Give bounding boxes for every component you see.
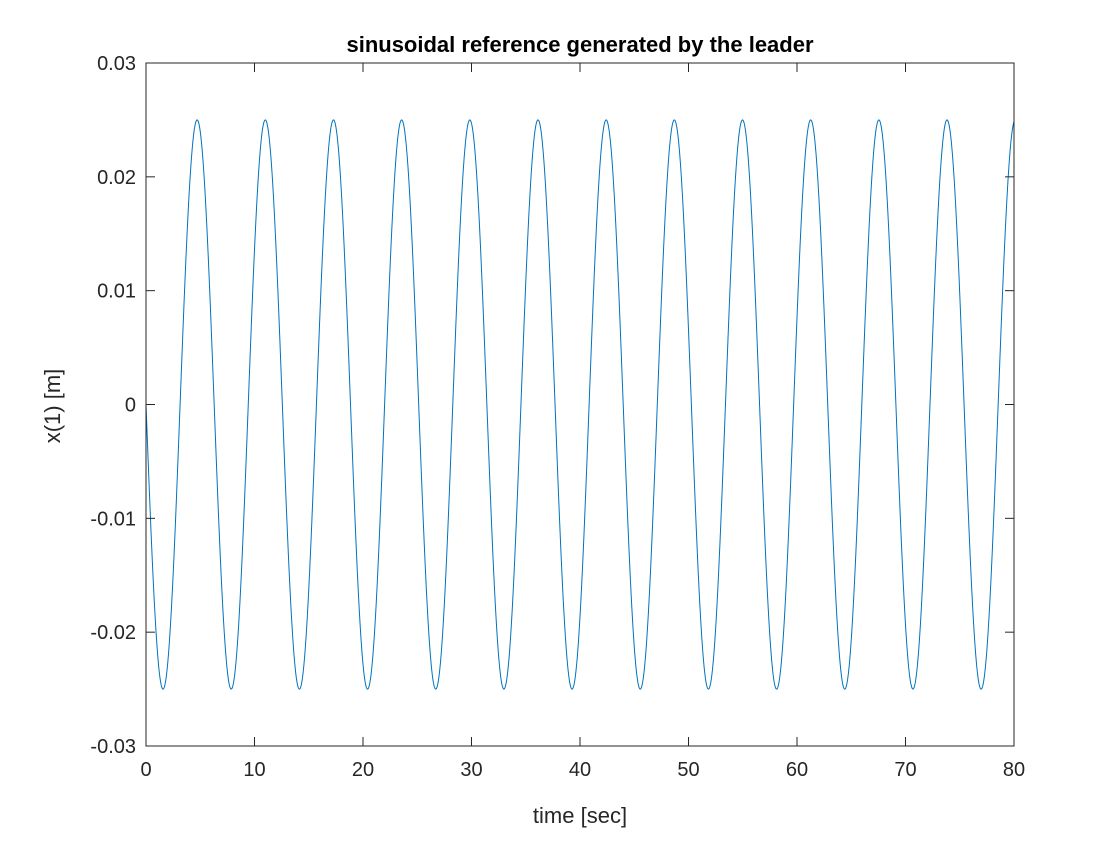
x-axis: 0 10 20 30 40 50 60 70 80 (140, 63, 1025, 781)
y-tick-label: -0.01 (90, 508, 136, 530)
x-tick-label: 10 (243, 759, 265, 781)
chart-title: sinusoidal reference generated by the le… (346, 32, 813, 57)
x-tick-label: 80 (1003, 759, 1025, 781)
y-tick-label: 0.03 (97, 53, 136, 75)
y-axis-label: x(1) [m] (40, 369, 65, 444)
x-tick-label: 60 (786, 759, 808, 781)
y-tick-label: 0 (125, 395, 136, 417)
x-tick-label: 50 (677, 759, 699, 781)
y-tick-label: -0.03 (90, 736, 136, 758)
x-tick-label: 20 (352, 759, 374, 781)
x-tick-label: 0 (140, 759, 151, 781)
y-tick-label: -0.02 (90, 622, 136, 644)
series-line (145, 119, 1015, 690)
x-tick-label: 30 (460, 759, 482, 781)
axes-background (146, 63, 1014, 746)
y-tick-label: 0.02 (97, 167, 136, 189)
x-axis-label: time [sec] (533, 803, 627, 828)
x-tick-label: 40 (569, 759, 591, 781)
plot-area (145, 62, 1015, 747)
y-axis: 0.03 0.02 0.01 0 -0.01 -0.02 -0.03 (90, 53, 1014, 758)
y-tick-label: 0.01 (97, 281, 136, 303)
x-tick-label: 70 (894, 759, 916, 781)
